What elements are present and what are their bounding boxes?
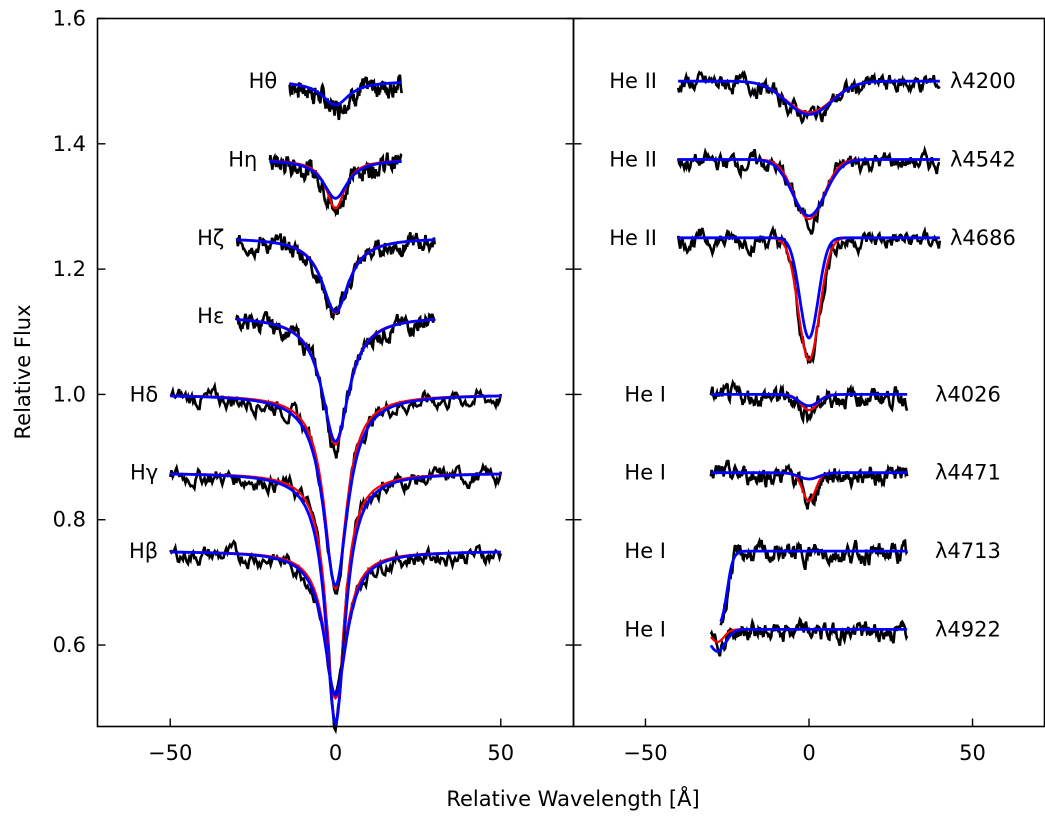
wavelength-label: λ4026 (935, 382, 1001, 406)
wavelength-label: λ4713 (935, 539, 1001, 563)
x-axis-title: Relative Wavelength [Å] (446, 785, 699, 811)
x-tick-label: 50 (959, 741, 986, 765)
observed-spectrum (235, 231, 436, 321)
model-blue-line (719, 549, 908, 623)
x-tick-label: 0 (329, 741, 342, 765)
model-blue-line (170, 394, 501, 588)
observed-spectrum (235, 310, 436, 459)
line-label: He I (624, 617, 666, 641)
observed-spectrum (268, 152, 403, 218)
x-tick-label: −50 (623, 741, 667, 765)
observed-spectrum (719, 536, 909, 626)
y-tick-label: 1.6 (53, 7, 86, 31)
x-tick-label: 0 (802, 741, 815, 765)
axis-ticks: 0.6 0.8 1.0 1.2 1.4 1.6 −50 0 50 −50 0 50 (53, 7, 986, 766)
left-panel-frame (96, 17, 575, 728)
observed-spectrum (709, 616, 909, 657)
line-label: Hζ (197, 226, 224, 250)
y-tick-label: 0.8 (53, 508, 86, 532)
observed-spectrum (676, 224, 942, 365)
y-tick-label: 0.6 (53, 633, 86, 657)
x-tick-label: −50 (148, 741, 192, 765)
y-tick-label: 1.2 (53, 257, 86, 281)
model-blue-line (678, 79, 940, 116)
observed-spectrum (676, 144, 941, 235)
model-blue-line (678, 158, 940, 218)
observed-spectrum (169, 381, 503, 595)
model-blue-line (710, 471, 908, 481)
model-red-line (170, 472, 501, 727)
model-red-line (170, 550, 501, 700)
model-red-line (719, 550, 908, 623)
wavelength-label: λ4200 (950, 69, 1016, 93)
model-blue-line (288, 81, 402, 107)
y-tick-label: 1.4 (53, 132, 86, 156)
line-label: Hδ (130, 382, 159, 406)
model-blue-line (236, 238, 435, 314)
y-axis-title: Relative Flux (11, 304, 35, 439)
line-label: Hβ (129, 539, 158, 563)
observed-spectrum (169, 539, 503, 697)
line-label: He II (609, 69, 657, 93)
line-label: He II (609, 147, 657, 171)
model-blue-line (710, 393, 908, 408)
model-red-line (236, 318, 435, 446)
y-tick-label: 1.0 (53, 382, 86, 406)
wavelength-label: λ4471 (935, 461, 1001, 485)
observed-spectrum (709, 378, 909, 425)
line-label: He I (624, 539, 666, 563)
model-blue-line (170, 472, 501, 727)
line-labels: Hθ Hη Hζ Hε Hδ Hγ Hβ He II λ4200 He II λ4542 He II λ… (129, 69, 1016, 641)
model-blue-line (269, 159, 402, 200)
line-label: Hθ (249, 69, 278, 93)
model-blue-line (709, 628, 908, 653)
line-label: He I (624, 382, 666, 406)
model-blue-line (170, 550, 501, 698)
model-blue-line (236, 318, 435, 443)
x-tick-label: 50 (487, 741, 514, 765)
line-label: Hε (197, 304, 224, 328)
wavelength-label: λ4922 (935, 617, 1001, 641)
line-label: He II (609, 226, 657, 250)
model-red-line (678, 236, 940, 362)
wavelength-label: λ4542 (950, 147, 1016, 171)
spectra (168, 69, 942, 735)
line-label: Hγ (130, 461, 158, 485)
model-blue-line (678, 236, 940, 340)
wavelength-label: λ4686 (950, 226, 1016, 250)
line-label: Hη (228, 147, 257, 171)
line-label: He I (624, 461, 666, 485)
